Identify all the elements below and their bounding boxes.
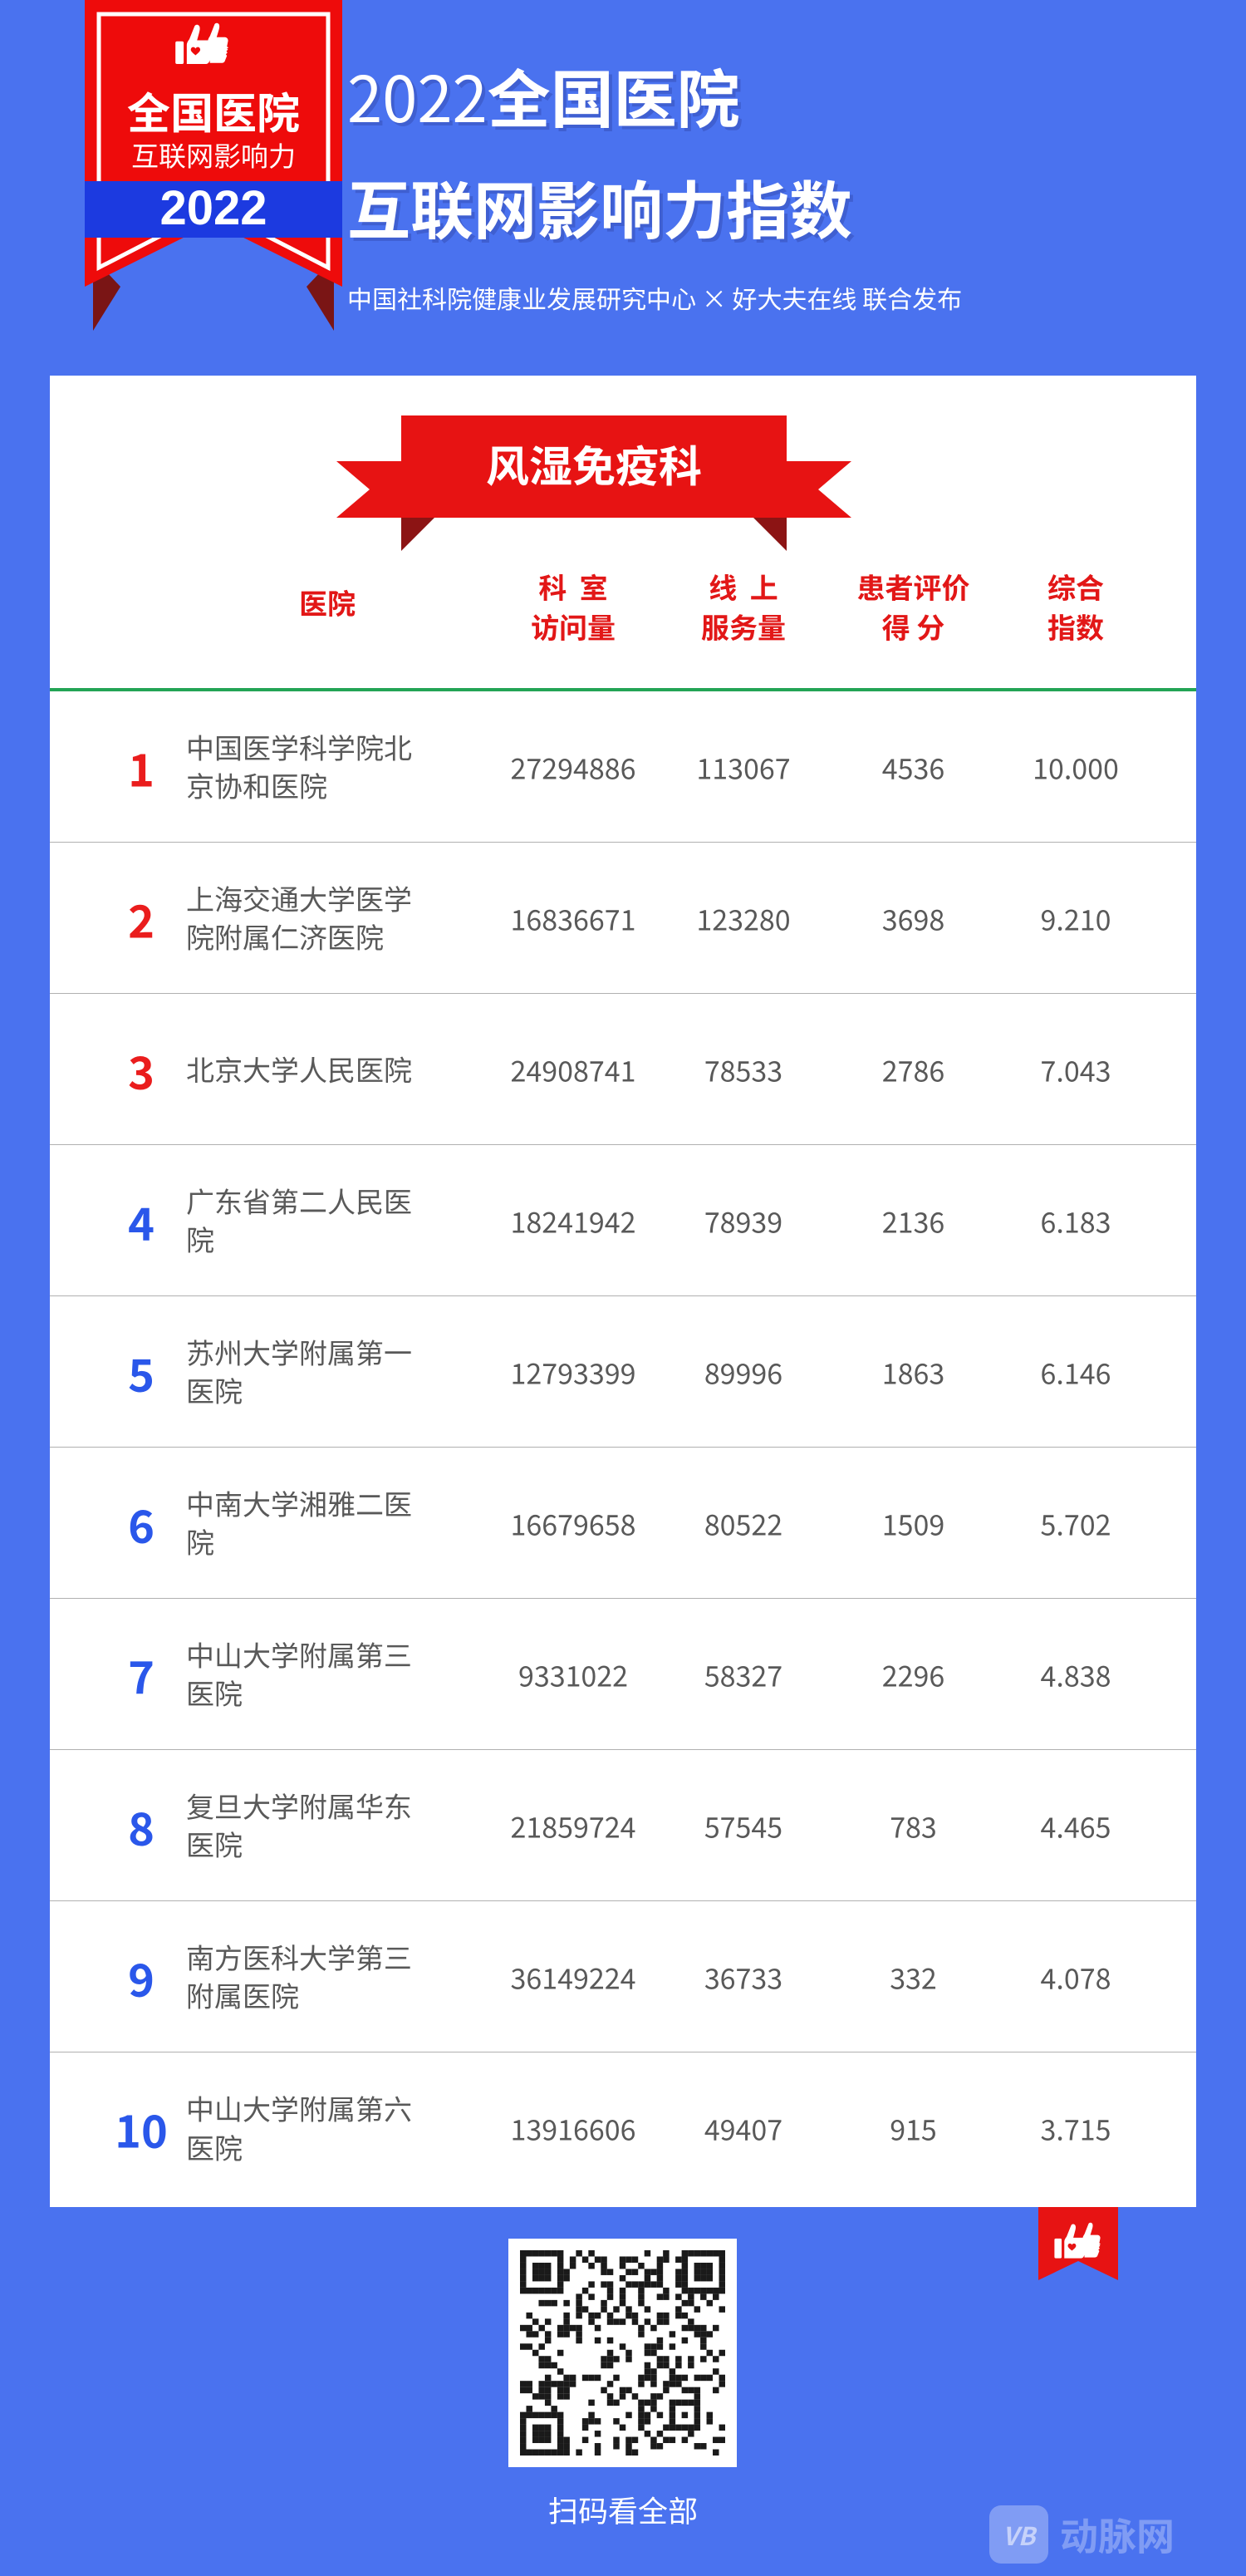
- svg-text:互联网影响力: 互联网影响力: [131, 135, 296, 175]
- svg-text:2022: 2022: [159, 181, 267, 235]
- svg-text:风湿免疫科: 风湿免疫科: [486, 432, 702, 494]
- svg-text:全国医院: 全国医院: [127, 79, 300, 141]
